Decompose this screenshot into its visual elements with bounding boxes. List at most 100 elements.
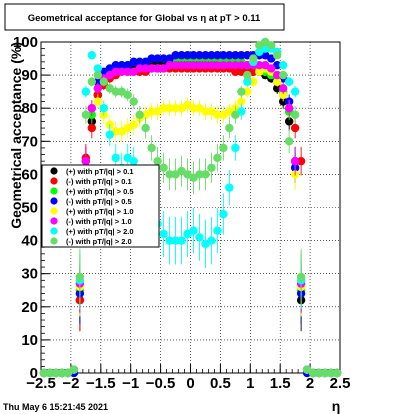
chart-title: Geometrical acceptance for Global vs η a… [28, 13, 261, 24]
data-point [39, 368, 49, 378]
data-point [213, 153, 222, 163]
data-point [165, 60, 174, 70]
data-point [207, 51, 216, 60]
data-point [267, 64, 276, 73]
data-point [296, 272, 306, 282]
data-point [153, 156, 162, 166]
x-tick-label: −1.5 [86, 375, 116, 392]
data-point [81, 87, 91, 96]
x-tick-label: −0.5 [146, 375, 176, 392]
data-point [93, 70, 103, 80]
data-point [87, 104, 97, 113]
data-point [219, 143, 228, 153]
data-point [147, 54, 156, 63]
axes: −2.5 −2 −1.5 −1 −0.5 0 0.5 1 1.5 2 2.5 0 10 20 30 40 50 6… [13, 34, 350, 392]
y-tick-label: 0 [30, 365, 38, 382]
data-point [111, 87, 120, 96]
data-point [129, 156, 138, 166]
data-point [117, 67, 126, 76]
legend-marker [50, 167, 58, 175]
data-point [201, 51, 210, 60]
data-point [219, 60, 228, 70]
title-box: Geometrical acceptance for Global vs η a… [4, 3, 285, 31]
y-tick-label: 40 [21, 233, 38, 250]
data-point [159, 54, 168, 63]
x-tick-label: −2.5 [26, 375, 56, 392]
data-point [243, 70, 252, 80]
legend-entry: (-) with pT/|q| > 0.5 [66, 197, 132, 206]
data-point [171, 236, 180, 245]
data-point [129, 120, 138, 129]
data-point [195, 60, 204, 70]
legend-marker [50, 217, 58, 225]
data-point [207, 163, 216, 172]
x-tick-label: 2.5 [330, 375, 351, 392]
data-point [81, 110, 91, 120]
data-point [273, 51, 282, 60]
data-point [189, 104, 198, 113]
data-point [243, 87, 252, 96]
data-point [296, 156, 306, 166]
data-point [123, 67, 132, 76]
data-point [87, 51, 97, 60]
data-point [75, 272, 85, 282]
data-point [290, 110, 300, 120]
legend-entry: (+) with pT/|q| > 2.0 [66, 227, 134, 236]
data-point [237, 87, 246, 96]
data-point [111, 67, 120, 76]
legend-box [41, 164, 160, 248]
data-point [213, 226, 222, 235]
data-point [93, 97, 103, 106]
data-point [213, 60, 222, 70]
x-axis-label: η [332, 398, 341, 414]
data-point [165, 104, 174, 113]
data-point [213, 51, 222, 60]
data-point [231, 143, 240, 153]
data-point [189, 226, 198, 235]
data-point [237, 60, 246, 70]
data-point [105, 130, 114, 139]
data-point [129, 97, 138, 106]
x-tick-label: 1 [246, 375, 254, 392]
data-point [159, 163, 168, 172]
legend-entry: (+) with pT/|q| > 0.5 [66, 187, 134, 196]
data-point [219, 51, 228, 60]
data-point [159, 229, 168, 239]
data-point [231, 60, 240, 70]
data-point [195, 233, 204, 242]
data-point [81, 156, 91, 166]
data-point [117, 60, 126, 70]
legend-marker [50, 227, 58, 235]
data-point [225, 51, 234, 60]
y-tick-label: 10 [21, 332, 38, 349]
data-point [51, 368, 61, 378]
y-tick-label: 70 [21, 133, 38, 150]
legend-entry: (-) with pT/|q| > 0.1 [66, 177, 132, 186]
legend-marker [50, 237, 58, 245]
data-point [284, 117, 294, 126]
x-tick-label: 1.5 [270, 375, 291, 392]
data-point [273, 70, 282, 80]
data-point [147, 64, 156, 73]
data-point [147, 143, 156, 153]
timestamp: Thu May 6 15:21:45 2021 [3, 402, 108, 412]
data-point [278, 97, 288, 106]
data-point [57, 368, 67, 378]
data-point [111, 153, 120, 163]
data-point [278, 70, 288, 80]
data-point [284, 137, 294, 146]
data-point [177, 51, 186, 60]
data-point [141, 64, 150, 73]
x-tick-label: 0.5 [210, 375, 231, 392]
legend-marker [50, 197, 58, 205]
data-point [237, 97, 246, 106]
y-tick-label: 60 [21, 166, 38, 183]
legend-marker [50, 187, 58, 195]
data-point [99, 77, 108, 86]
y-tick-label: 80 [21, 100, 38, 117]
data-point [231, 110, 240, 120]
data-point [171, 51, 180, 60]
data-point [284, 104, 294, 113]
data-point [129, 57, 138, 67]
legend: (+) with pT/|q| > 0.1(-) with pT/|q| > 0… [41, 164, 160, 248]
